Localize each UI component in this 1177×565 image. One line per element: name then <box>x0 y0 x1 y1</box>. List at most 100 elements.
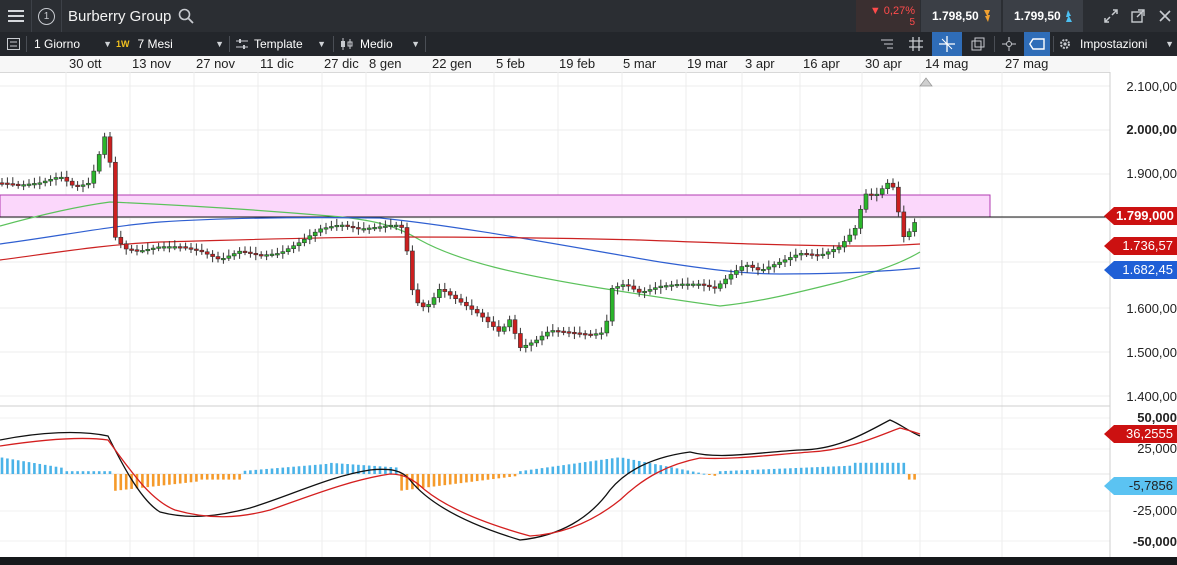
search-icon[interactable] <box>176 0 196 32</box>
expand-icon[interactable] <box>1098 0 1124 32</box>
date-label: 8 gen <box>369 56 402 71</box>
hist-bar-positive <box>837 466 841 474</box>
hist-bar-positive <box>691 471 695 474</box>
info-icon[interactable]: 1 <box>32 0 62 32</box>
buy-price-button[interactable]: 1.799,50 <box>1003 0 1083 32</box>
hist-bar-positive <box>65 471 69 474</box>
hist-bar-positive <box>529 469 533 474</box>
candle-up <box>528 342 534 346</box>
menu-icon[interactable] <box>0 0 32 32</box>
hist-bar-positive <box>697 472 700 474</box>
candle-up <box>161 246 167 249</box>
candle-down <box>69 180 75 186</box>
hist-bar-negative <box>195 474 198 482</box>
hist-bar-positive <box>0 457 4 474</box>
macd-fill-area <box>0 420 920 540</box>
hist-bar-positive <box>340 463 344 474</box>
popout-icon[interactable] <box>1126 0 1150 32</box>
template-icon <box>236 39 248 49</box>
hist-bar-positive <box>594 460 598 474</box>
price-label: 1.900,00 <box>1126 166 1177 181</box>
candle-up <box>291 245 296 249</box>
ma-green-line <box>0 201 921 307</box>
candle-up <box>339 224 345 227</box>
interval-select[interactable]: 1 Giorno ▼ <box>34 32 112 56</box>
candle-down <box>809 253 815 256</box>
candle-up <box>334 225 340 228</box>
candle-down <box>566 331 572 334</box>
resistance-zone <box>0 194 991 218</box>
layers-icon[interactable] <box>966 32 990 56</box>
candle-down <box>469 305 475 310</box>
hist-bar-positive <box>794 468 798 474</box>
hist-bar-positive <box>357 464 360 474</box>
hist-bar-positive <box>735 470 738 474</box>
hist-bar-positive <box>675 468 679 474</box>
candle-up <box>771 264 777 268</box>
candle-up <box>264 254 269 257</box>
date-label: 30 ott <box>69 56 102 71</box>
hist-bar-positive <box>259 469 263 474</box>
hist-bar-negative <box>205 474 209 480</box>
candle-up <box>221 258 226 261</box>
indicators-icon[interactable] <box>876 32 898 56</box>
ma-red-line <box>0 236 921 261</box>
hist-bar-positive <box>87 471 90 474</box>
hist-bar-negative <box>913 474 916 480</box>
crosshair-icon[interactable] <box>932 32 962 56</box>
divider <box>229 36 230 52</box>
candle-down <box>215 256 221 260</box>
price-tag-icon[interactable] <box>1024 32 1050 56</box>
chart-list-icon[interactable] <box>4 32 22 56</box>
hist-bar-positive <box>762 469 765 474</box>
hist-bar-positive <box>38 463 42 474</box>
candle-up <box>766 266 772 270</box>
hist-bar-negative <box>497 474 501 479</box>
settings-button[interactable]: Impostazioni ▼ <box>1058 32 1174 56</box>
hist-bar-positive <box>600 459 603 474</box>
candle-up <box>642 290 647 294</box>
candle-up <box>782 259 788 263</box>
candle-up <box>393 224 399 227</box>
candle-down <box>356 227 361 230</box>
close-icon[interactable] <box>1152 0 1177 32</box>
candle-down <box>890 182 896 188</box>
template-select[interactable]: Template ▼ <box>236 32 326 56</box>
candle-up <box>140 250 145 253</box>
candle-down <box>480 312 485 318</box>
candle-down <box>399 224 404 228</box>
chart-style-select[interactable]: Medio ▼ <box>340 32 420 56</box>
hist-bar-positive <box>637 460 641 474</box>
candle-down <box>701 283 707 286</box>
hist-bar-negative <box>189 474 193 483</box>
candle-up <box>858 208 863 229</box>
candle-down <box>804 253 809 256</box>
hist-bar-positive <box>880 462 884 474</box>
hist-bar-positive <box>265 468 268 474</box>
hist-bar-positive <box>783 468 787 474</box>
grid-icon[interactable] <box>904 32 928 56</box>
candle-up <box>739 266 745 271</box>
hist-bar-positive <box>772 468 776 474</box>
macd-axis-label: 50,000 <box>1137 410 1177 425</box>
candle-up <box>912 222 917 232</box>
hist-bar-positive <box>789 468 792 474</box>
period-badge: 1W <box>116 39 130 49</box>
period-select[interactable]: 1W 7 Mesi ▼ <box>116 32 224 56</box>
hist-bar-positive <box>303 465 306 474</box>
candle-up <box>383 225 388 228</box>
hist-bar-positive <box>60 467 63 474</box>
candle-down <box>75 184 80 187</box>
sell-price-button[interactable]: 1.798,50 <box>921 0 1001 32</box>
hist-bar-positive <box>724 470 727 474</box>
drawing-point-icon[interactable] <box>998 32 1020 56</box>
hist-bar-positive <box>330 462 333 474</box>
candle-down <box>253 252 259 256</box>
hist-bar-negative <box>907 474 911 480</box>
candle-up <box>275 253 280 256</box>
candle-down <box>577 332 583 335</box>
hist-bar-positive <box>6 458 9 474</box>
candle-up <box>879 188 885 195</box>
candle-down <box>113 161 118 238</box>
